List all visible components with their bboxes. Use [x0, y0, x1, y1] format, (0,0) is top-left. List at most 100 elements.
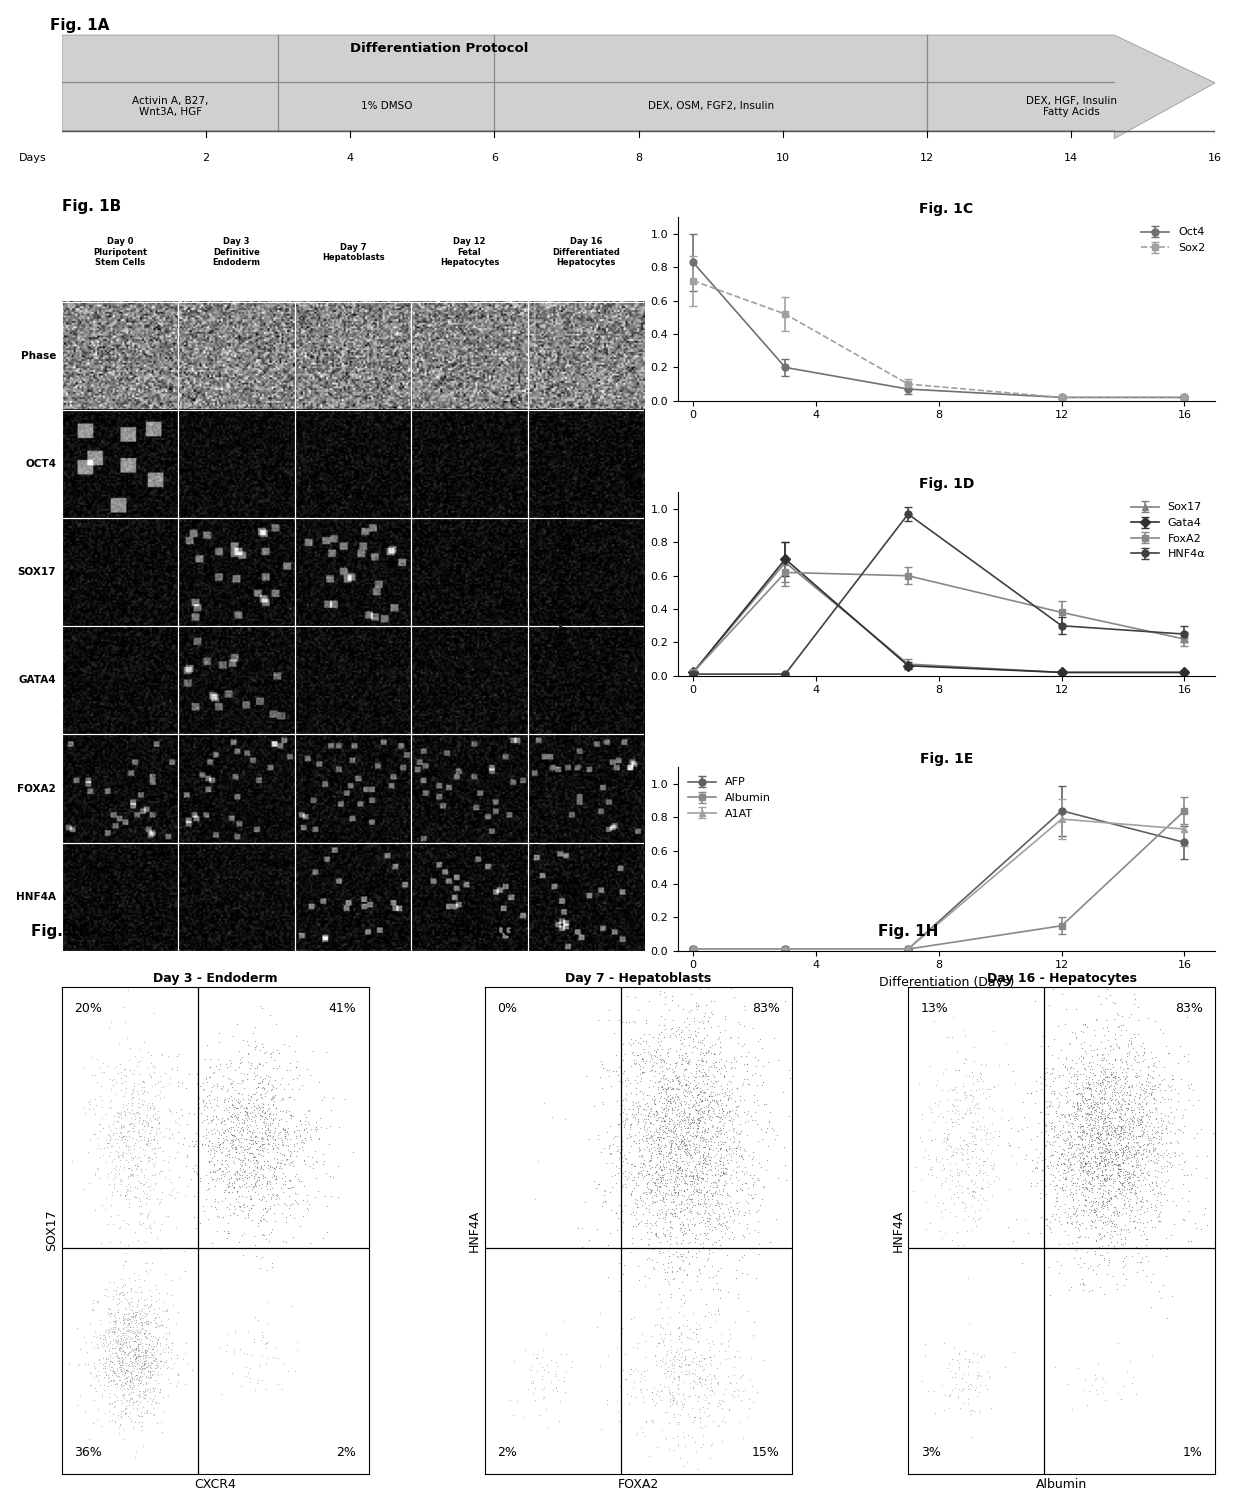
Point: [591, 1051, 611, 1075]
Point: [693, 1149, 713, 1173]
Point: [1109, 1169, 1128, 1193]
Point: [243, 1146, 263, 1170]
Point: [972, 1364, 992, 1388]
Point: [119, 1134, 139, 1158]
Point: [1090, 1169, 1110, 1193]
Point: [1097, 1187, 1117, 1211]
Point: [686, 1111, 706, 1136]
Point: [910, 1169, 930, 1193]
Point: [267, 1166, 286, 1190]
Point: [634, 1087, 653, 1111]
Point: [1087, 970, 1107, 994]
Point: [1145, 1116, 1164, 1140]
Point: [930, 1089, 950, 1113]
Point: [656, 1427, 676, 1451]
Point: [1092, 1158, 1112, 1182]
Point: [128, 1333, 148, 1357]
Point: [1078, 1145, 1097, 1169]
Point: [252, 1126, 272, 1151]
Point: [639, 1114, 658, 1139]
Point: [148, 1333, 167, 1357]
Point: [1068, 1090, 1087, 1114]
Point: [108, 1062, 128, 1086]
Point: [594, 1184, 614, 1208]
Point: [1059, 1119, 1079, 1143]
Point: [677, 1196, 697, 1220]
Point: [626, 1214, 646, 1238]
Point: [290, 1108, 310, 1133]
Point: [1070, 1145, 1090, 1169]
Point: [200, 1130, 219, 1154]
Point: [649, 1120, 668, 1145]
Point: [660, 1056, 680, 1080]
Point: [131, 1357, 151, 1381]
Point: [694, 1134, 714, 1158]
Point: [1187, 1120, 1207, 1145]
Point: [687, 1113, 707, 1137]
Point: [673, 1123, 693, 1148]
Point: [1107, 1098, 1127, 1122]
Point: [1114, 1160, 1133, 1184]
Point: [1114, 1196, 1133, 1220]
Point: [246, 1108, 265, 1133]
Point: [188, 1086, 208, 1110]
Point: [105, 1340, 125, 1364]
Point: [1076, 1087, 1096, 1111]
Point: [1117, 1044, 1137, 1068]
Point: [246, 1096, 265, 1120]
Point: [263, 1182, 283, 1206]
Point: [1063, 1104, 1083, 1128]
Point: [1151, 1125, 1171, 1149]
Point: [1105, 1071, 1125, 1095]
Point: [1091, 1092, 1111, 1116]
Point: [98, 1164, 118, 1188]
Point: [707, 1059, 727, 1083]
Point: [584, 1093, 604, 1117]
Point: [662, 1182, 682, 1206]
Point: [1110, 1157, 1130, 1181]
Point: [614, 1262, 634, 1286]
Point: [206, 1104, 226, 1128]
Point: [299, 1098, 319, 1122]
Point: [675, 1041, 694, 1065]
Bar: [295, 626, 412, 734]
Point: [1110, 1080, 1130, 1104]
Point: [222, 1092, 242, 1116]
Point: [608, 1218, 627, 1242]
Point: [1104, 1074, 1123, 1098]
Point: [1074, 1271, 1094, 1295]
Point: [150, 1313, 170, 1337]
Point: [1117, 1145, 1137, 1169]
Point: [1089, 1126, 1109, 1151]
Point: [677, 1196, 697, 1220]
Point: [641, 1178, 661, 1202]
Point: [722, 1105, 742, 1130]
Point: [128, 1334, 148, 1358]
Point: [125, 1363, 145, 1387]
Point: [1102, 1036, 1122, 1060]
Point: [725, 1056, 745, 1080]
Point: [1112, 1086, 1132, 1110]
Point: [1081, 1134, 1101, 1158]
Point: [1060, 1178, 1080, 1202]
Point: [646, 1181, 666, 1205]
Point: [1047, 1155, 1066, 1179]
Point: [118, 1090, 138, 1114]
Point: [719, 1346, 739, 1370]
Point: [749, 1242, 769, 1266]
Point: [1115, 1080, 1135, 1104]
Point: [652, 1349, 672, 1373]
Point: [949, 1185, 968, 1209]
Point: [1087, 1164, 1107, 1188]
Point: [658, 1098, 678, 1122]
Point: [265, 1182, 285, 1206]
Point: [1142, 1178, 1162, 1202]
Point: [208, 1126, 228, 1151]
Point: [222, 1087, 242, 1111]
Point: [1152, 1068, 1172, 1092]
Point: [614, 1048, 634, 1072]
Point: [110, 1167, 130, 1191]
Point: [1085, 1149, 1105, 1173]
Point: [118, 1313, 138, 1337]
Point: [255, 1101, 275, 1125]
